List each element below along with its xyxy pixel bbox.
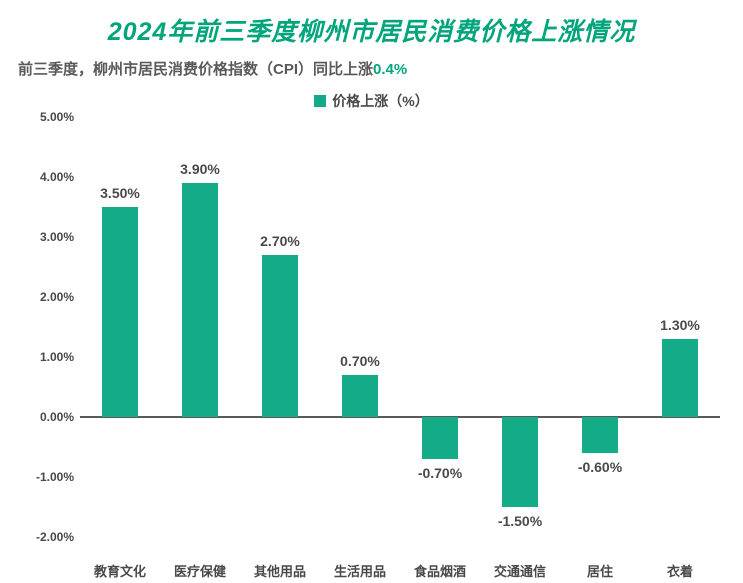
bar-value-label: 1.30% [630,317,730,333]
x-tick-label: 医疗保健 [174,561,226,580]
y-tick-label: 1.00% [18,350,74,364]
bar [262,255,299,417]
bar [582,417,619,453]
legend-label: 价格上涨（%） [332,93,428,109]
bar [342,375,379,417]
chart-title: 2024年前三季度柳州市居民消费价格上涨情况 [18,12,725,48]
x-tick-label: 其他用品 [254,561,306,580]
bar [662,339,699,417]
x-tick-label: 交通通信 [494,561,546,580]
bar-value-label: -0.60% [550,459,650,475]
legend: 价格上涨（%） [18,91,725,111]
chart-subtitle: 前三季度，柳州市居民消费价格指数（CPI）同比上涨0.4% [18,58,725,79]
chart-container: 2024年前三季度柳州市居民消费价格上涨情况 前三季度，柳州市居民消费价格指数（… [0,0,743,583]
bar [102,207,139,417]
plot-area: -2.00%-1.00%0.00%1.00%2.00%3.00%4.00%5.0… [18,117,725,537]
bar [182,183,219,417]
y-tick-label: 0.00% [18,410,74,424]
subtitle-highlight: 0.4% [373,61,407,78]
bar-value-label: 0.70% [310,353,410,369]
legend-swatch [314,95,326,107]
y-tick-label: -2.00% [18,530,74,544]
x-tick-label: 衣着 [667,561,693,580]
y-tick-label: -1.00% [18,470,74,484]
x-tick-label: 教育文化 [94,561,146,580]
bar-value-label: 3.50% [70,185,170,201]
bar [502,417,539,507]
x-tick-label: 生活用品 [334,561,386,580]
x-tick-label: 食品烟酒 [414,561,466,580]
y-tick-label: 4.00% [18,170,74,184]
bar-value-label: 3.90% [150,161,250,177]
bar [422,417,459,459]
subtitle-text: 前三季度，柳州市居民消费价格指数（CPI）同比上涨 [18,61,373,78]
y-tick-label: 5.00% [18,110,74,124]
bar-value-label: -0.70% [390,465,490,481]
bars-area: 3.50%3.90%2.70%0.70%-0.70%-1.50%-0.60%1.… [80,117,720,537]
bar-value-label: -1.50% [470,513,570,529]
y-tick-label: 3.00% [18,230,74,244]
bar-value-label: 2.70% [230,233,330,249]
zero-axis-line [80,416,720,418]
x-tick-label: 居住 [587,561,613,580]
y-axis: -2.00%-1.00%0.00%1.00%2.00%3.00%4.00%5.0… [18,117,80,537]
y-tick-label: 2.00% [18,290,74,304]
